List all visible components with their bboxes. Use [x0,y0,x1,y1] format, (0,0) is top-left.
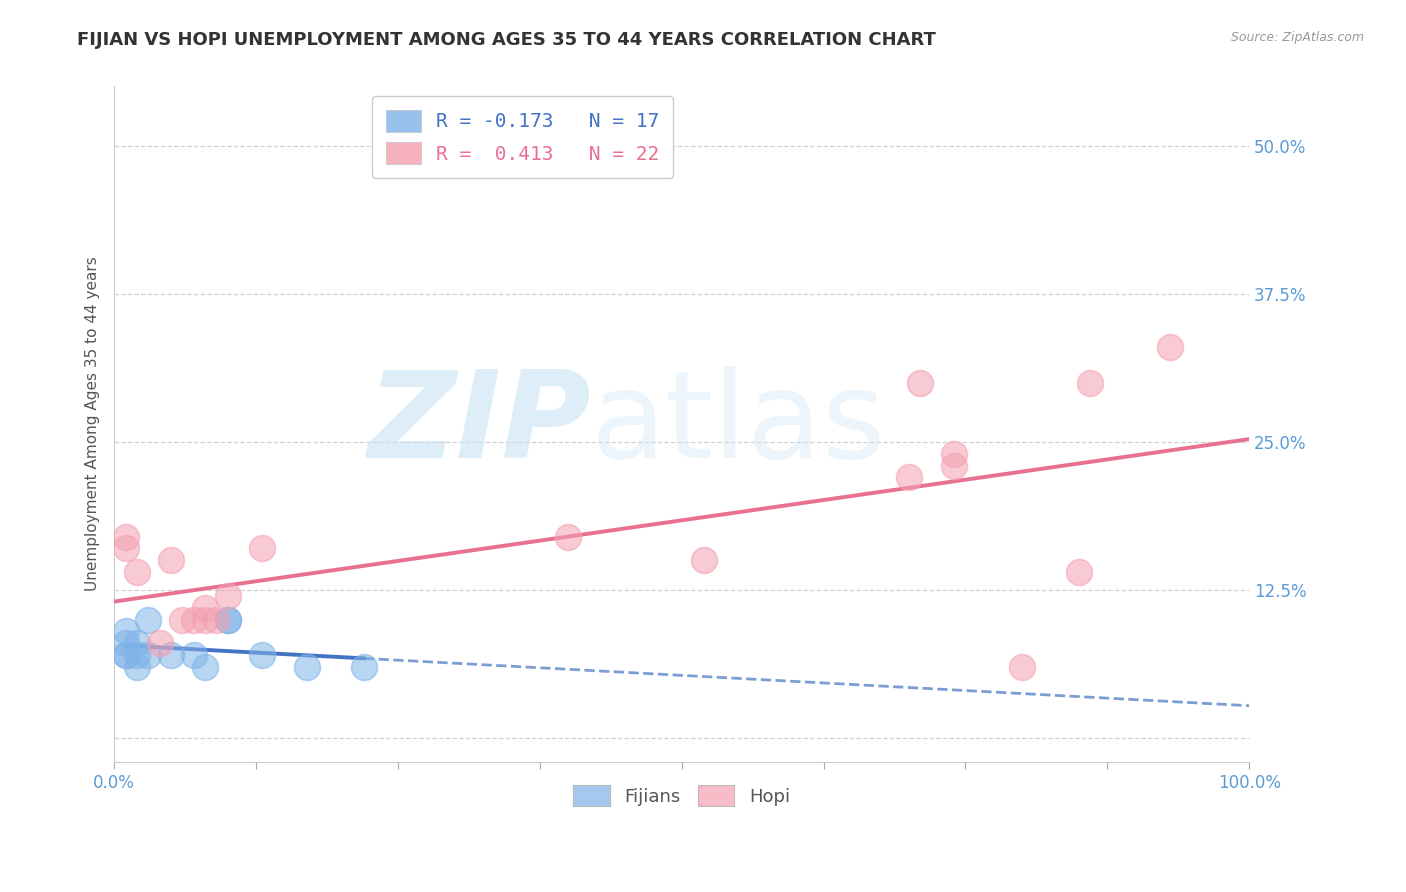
Point [217,613,239,627]
Point [114,648,136,662]
Point [897,470,920,484]
Point [183,648,205,662]
Point [250,541,273,556]
Point [217,613,239,627]
Point [136,613,159,627]
Point [125,636,148,650]
Point [1067,565,1090,579]
Point [217,589,239,603]
Point [114,530,136,544]
Point [114,624,136,639]
Point [172,613,194,627]
Point [205,613,228,627]
Point [194,660,217,674]
Point [943,458,966,473]
Point [114,648,136,662]
Point [114,541,136,556]
Text: ZIP: ZIP [367,366,591,483]
Point [353,660,375,674]
Point [943,447,966,461]
Point [160,553,183,567]
Point [1159,340,1181,354]
Point [908,376,931,390]
Y-axis label: Unemployment Among Ages 35 to 44 years: Unemployment Among Ages 35 to 44 years [86,257,100,591]
Point [149,636,172,650]
Point [114,636,136,650]
Point [1078,376,1101,390]
Point [183,613,205,627]
Point [693,553,716,567]
Point [1011,660,1033,674]
Point [125,565,148,579]
Text: Source: ZipAtlas.com: Source: ZipAtlas.com [1230,31,1364,45]
Point [125,660,148,674]
Point [136,648,159,662]
Legend: Fijians, Hopi: Fijians, Hopi [567,778,797,814]
Text: FIJIAN VS HOPI UNEMPLOYMENT AMONG AGES 35 TO 44 YEARS CORRELATION CHART: FIJIAN VS HOPI UNEMPLOYMENT AMONG AGES 3… [77,31,936,49]
Point [557,530,579,544]
Point [295,660,318,674]
Point [125,648,148,662]
Point [194,600,217,615]
Point [194,613,217,627]
Text: atlas: atlas [591,366,887,483]
Point [250,648,273,662]
Point [160,648,183,662]
